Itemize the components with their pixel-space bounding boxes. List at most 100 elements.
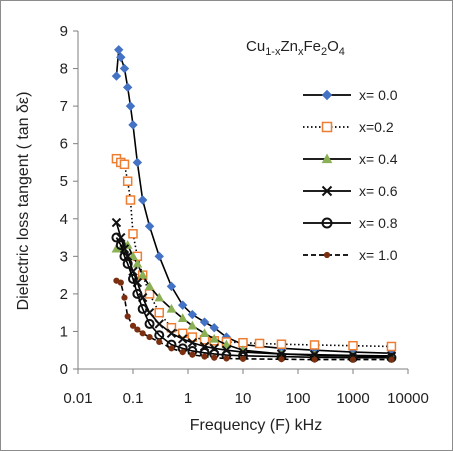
data-point: [189, 351, 196, 358]
data-point: [144, 221, 155, 231]
data-point: [122, 82, 133, 93]
data-point: [128, 229, 138, 239]
data-point: [323, 251, 331, 259]
data-point: [128, 251, 138, 261]
data-point: [128, 273, 138, 284]
x-tick-label: 10: [235, 390, 252, 407]
series-line: [115, 222, 392, 357]
data-point: [278, 356, 285, 363]
data-point: [187, 320, 198, 330]
data-point: [276, 339, 287, 349]
series-4: [111, 232, 397, 363]
formula-subscript: 4: [339, 46, 345, 58]
formula-element: Zn: [280, 38, 298, 55]
formula-element: Cu: [246, 38, 265, 55]
legend-item: x= 1.0: [303, 247, 398, 263]
data-point: [134, 326, 141, 333]
formula-subscript: 2: [321, 46, 327, 58]
data-point: [154, 319, 164, 329]
data-point: [166, 281, 177, 292]
data-point: [309, 340, 320, 350]
series-line: [115, 158, 392, 348]
legend-item: x= 0.8: [303, 215, 398, 231]
data-point: [166, 322, 177, 333]
data-point: [166, 303, 177, 313]
legend-label: x=0.2: [359, 119, 394, 135]
data-point: [132, 288, 143, 299]
data-point: [177, 313, 188, 322]
formula-subscript: 1-x: [265, 46, 281, 58]
data-point: [121, 294, 128, 301]
data-point: [128, 120, 138, 130]
legend-label: x= 0.6: [359, 183, 398, 199]
series-line: [115, 237, 392, 359]
data-point: [144, 281, 155, 291]
data-point: [114, 45, 124, 55]
data-point: [125, 101, 136, 111]
composition-formula: Cu1-xZnxFe2O4: [246, 38, 345, 58]
x-tick-label: 0.01: [63, 390, 92, 407]
data-point: [111, 217, 122, 228]
data-point: [144, 318, 155, 329]
data-point: [201, 353, 208, 360]
x-axis-title: Frequency (F) kHz: [190, 417, 322, 434]
data-point: [111, 71, 122, 81]
formula-element: Fe: [303, 38, 321, 55]
data-point: [209, 333, 220, 343]
data-point: [321, 153, 333, 164]
data-point: [119, 63, 130, 74]
data-point: [199, 328, 210, 338]
y-axis-title: Dielectric loss tangent ( tan δε): [15, 92, 32, 311]
y-tick-label: 2: [60, 286, 68, 303]
x-tick-label: 10000: [387, 390, 429, 407]
data-point: [132, 157, 143, 168]
y-tick-label: 4: [60, 211, 68, 228]
data-point: [168, 345, 175, 352]
legend: x= 0.0 x=0.2 x= 0.4 x= 0.6 x= 0.8 x= 1.0: [303, 87, 398, 263]
y-tick-label: 9: [60, 23, 68, 40]
y-tick-label: 3: [60, 248, 68, 265]
data-point: [122, 176, 133, 186]
x-tick-label: 1000: [336, 390, 369, 407]
data-point: [115, 240, 126, 251]
formula-element: O: [327, 38, 339, 55]
x-tick-label: 100: [285, 390, 310, 407]
data-point: [117, 279, 124, 286]
data-point: [132, 258, 143, 268]
data-point: [321, 217, 333, 229]
data-point: [199, 317, 210, 327]
data-point: [139, 330, 146, 337]
y-tick-label: 8: [60, 61, 68, 78]
data-point: [111, 232, 122, 243]
data-point: [146, 333, 153, 341]
data-point: [311, 356, 318, 363]
axes-layer: 0 1 2 3 4 5 6 7 8 9 0.01 0.1 1 10 100 1000 10000: [60, 23, 429, 407]
data-point: [137, 270, 148, 279]
data-point: [211, 354, 218, 361]
data-point: [209, 322, 219, 333]
data-point: [177, 300, 188, 310]
data-point: [137, 303, 148, 314]
y-tick-label: 1: [60, 323, 68, 340]
data-point: [321, 185, 333, 197]
legend-item: x= 0.6: [303, 183, 398, 199]
data-point: [156, 338, 163, 346]
data-point: [128, 266, 138, 277]
data-point: [223, 355, 230, 362]
legend-label: x= 0.4: [359, 151, 398, 167]
y-tick-label: 5: [60, 173, 68, 190]
data-point: [137, 195, 148, 205]
data-point: [125, 195, 136, 205]
data-point: [154, 307, 164, 318]
data-point: [122, 258, 133, 269]
legend-item: x=0.2: [303, 119, 394, 135]
legend-label: x= 0.8: [359, 215, 398, 231]
data-point: [321, 89, 333, 101]
legend-label: x= 1.0: [359, 247, 398, 263]
data-point: [177, 328, 188, 339]
y-tick-label: 7: [60, 98, 68, 115]
legend-item: x= 0.0: [303, 87, 398, 103]
data-point: [187, 309, 198, 320]
